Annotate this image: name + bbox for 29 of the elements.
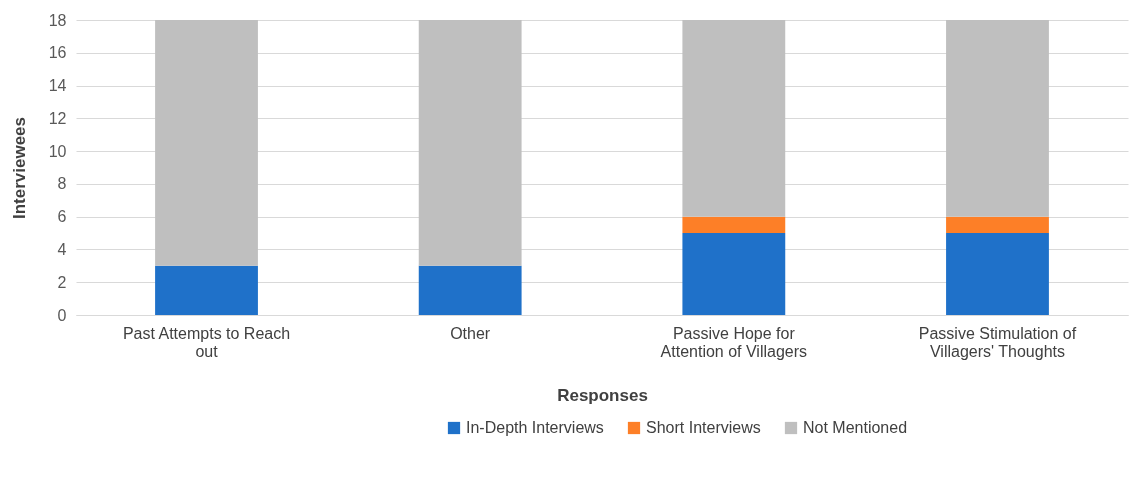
legend-label: Not Mentioned xyxy=(803,419,908,436)
x-tick-label: Other xyxy=(450,324,491,342)
x-tick-label: Passive Stimulation of Villagers' Thoughts xyxy=(918,324,1077,360)
x-tick-label: Past Attempts to Reach out xyxy=(122,324,291,360)
bar xyxy=(418,265,522,315)
legend-label: In-Depth Interviews xyxy=(466,419,604,436)
x-axis-title: Responses xyxy=(557,385,648,405)
y-tick-label: 4 xyxy=(57,240,67,258)
y-tick-label: 6 xyxy=(57,208,67,226)
bar xyxy=(946,216,1049,234)
bar xyxy=(155,20,258,266)
bar xyxy=(155,265,258,315)
y-tick-label: 18 xyxy=(48,11,67,29)
y-tick-label: 0 xyxy=(57,306,67,324)
x-tick-label: Passive Hope for Attention of Villagers xyxy=(660,324,808,360)
y-tick-label: 10 xyxy=(48,142,67,160)
bar xyxy=(682,233,786,315)
y-tick-label: 2 xyxy=(57,273,67,291)
bar xyxy=(946,20,1049,217)
bar xyxy=(946,233,1049,315)
y-axis-title: Interviewees xyxy=(9,116,29,220)
y-tick-label: 12 xyxy=(48,109,67,127)
y-tick-label: 8 xyxy=(57,175,67,193)
bar xyxy=(682,20,786,217)
y-tick-label: 16 xyxy=(48,44,67,62)
bar xyxy=(418,20,522,266)
legend-label: Short Interviews xyxy=(646,419,761,436)
bar xyxy=(682,216,786,234)
y-tick-label: 14 xyxy=(48,77,67,95)
